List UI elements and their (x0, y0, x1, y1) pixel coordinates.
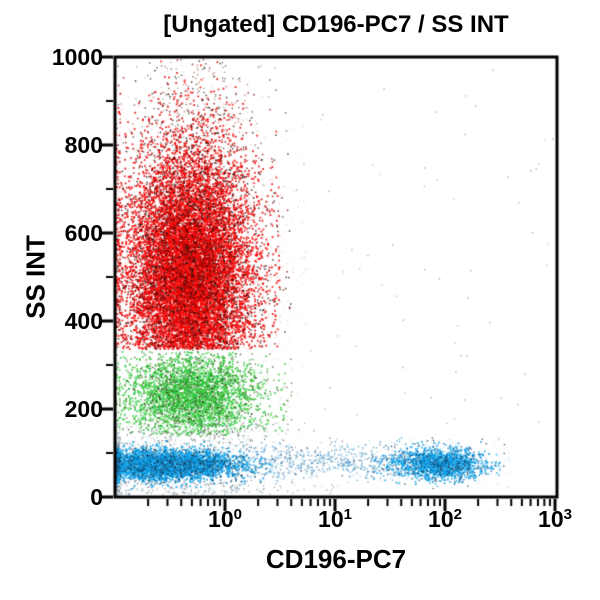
y-axis-label: SS INT (20, 235, 51, 319)
y-tick-label: 1000 (51, 44, 103, 70)
x-tick-label: 101 (295, 506, 375, 532)
x-tick-base: 10 (208, 506, 234, 532)
x-tick-base: 10 (428, 506, 454, 532)
y-tick-label: 600 (64, 220, 103, 246)
y-tick-label: 200 (64, 396, 103, 422)
x-tick-base: 10 (318, 506, 344, 532)
y-tick-label: 0 (90, 484, 103, 510)
x-tick-exponent: 1 (343, 506, 352, 523)
y-tick-label: 800 (64, 132, 103, 158)
x-axis-label: CD196-PC7 (265, 544, 407, 574)
x-tick-label: 100 (185, 506, 265, 532)
x-tick-exponent: 3 (563, 506, 572, 523)
x-tick-label: 102 (405, 506, 485, 532)
x-tick-exponent: 2 (453, 506, 462, 523)
x-tick-label: 103 (515, 506, 595, 532)
plot-title: [Ungated] CD196-PC7 / SS INT (163, 11, 509, 38)
x-tick-base: 10 (538, 506, 564, 532)
y-tick-label: 400 (64, 308, 103, 334)
x-tick-exponent: 0 (233, 506, 242, 523)
